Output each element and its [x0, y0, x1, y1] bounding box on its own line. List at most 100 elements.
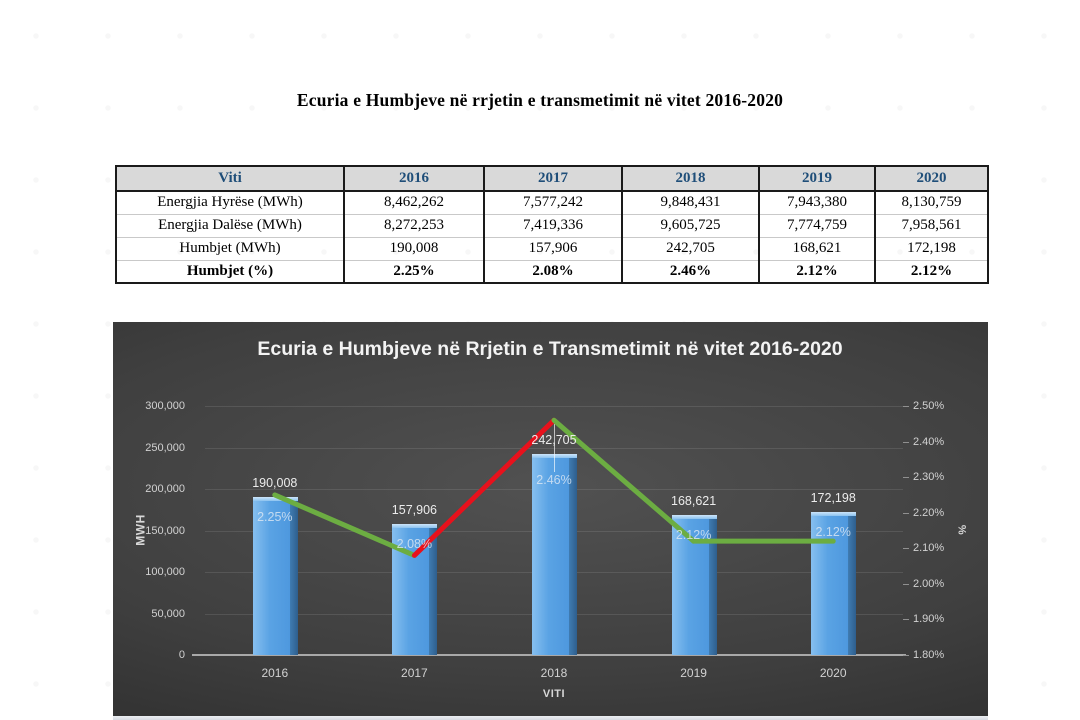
category-label: 2019: [680, 666, 707, 680]
row-label-cell: Humbjet (MWh): [115, 236, 345, 260]
year-header-cell: 2019: [758, 166, 876, 192]
value-cell: 9,848,431: [621, 191, 760, 214]
bar-2016: [252, 497, 298, 655]
line-value-label: 2.08%: [396, 536, 433, 551]
right-axis-ticks: 2.50% 2.40% 2.30% 2.20% 2.10% 2.00% 1.90% 1.80%: [913, 400, 983, 661]
table-row: Humbjet (MWh) 190,008 157,906 242,705 168,62…: [115, 236, 989, 260]
right-axis-title: %: [955, 524, 968, 536]
right-tick-label: 2.30%: [913, 471, 945, 484]
value-cell: 242,705: [621, 236, 760, 260]
value-cell: 2.12%: [874, 259, 989, 283]
bar-cap: [252, 497, 298, 502]
category-label: 2018: [540, 666, 568, 680]
value-cell: 172,198: [874, 236, 989, 260]
bar-face: [252, 497, 290, 655]
category-label: 2016: [261, 666, 289, 680]
value-cell: 8,462,262: [343, 191, 485, 214]
right-tick-mark: [903, 441, 909, 443]
bar-value-label: 190,008: [252, 476, 298, 491]
bar-value-label: 157,906: [391, 502, 437, 517]
right-tick-mark: [903, 548, 909, 550]
line-segment: [411, 417, 557, 558]
value-cell: 168,621: [758, 236, 876, 260]
viti-header-cell: Viti: [115, 166, 345, 192]
value-cell: 7,943,380: [758, 191, 876, 214]
left-tick-label: 250,000: [145, 441, 185, 454]
right-tick-mark: [903, 512, 909, 514]
page-title: Ecuria e Humbjeve në rrjetin e transmeti…: [296, 90, 784, 110]
bar-side: [848, 512, 857, 655]
bar-face: [532, 453, 569, 655]
chart-title: Ecuria e Humbjeve në Rrjetin e Transmeti…: [257, 338, 843, 360]
right-tick-mark: [903, 477, 909, 479]
line-value-label: 2.46%: [536, 472, 572, 487]
line-segment: [272, 492, 417, 558]
value-cell: 7,419,336: [483, 213, 623, 237]
value-cell: 2.46%: [621, 259, 760, 283]
line-segment: [551, 417, 697, 544]
right-tick-label: 2.50%: [913, 400, 945, 412]
right-tick-mark: [903, 655, 909, 656]
percent-line-series: [272, 417, 836, 558]
bar-value-label: 172,198: [810, 491, 856, 506]
year-header-cell: 2016: [343, 166, 485, 192]
category-label: 2020: [819, 666, 847, 680]
bar-cap: [811, 512, 857, 517]
right-tick-mark: [903, 583, 909, 585]
bar-cap: [671, 515, 717, 520]
year-header-cell: 2020: [874, 166, 989, 192]
line-value-label: 2.12%: [815, 525, 851, 540]
value-cell: 8,130,759: [874, 191, 989, 214]
right-tick-mark: [903, 406, 909, 407]
left-tick-label: 150,000: [145, 524, 185, 537]
year-header-cell: 2018: [621, 166, 760, 192]
row-label-cell: Energjia Hyrëse (MWh): [115, 191, 345, 214]
line-value-label: 2.12%: [675, 528, 712, 543]
value-cell: 9,605,725: [621, 213, 760, 237]
left-axis-ticks: 300,000 250,000 200,000 150,000 100,000 50,00…: [113, 400, 195, 661]
chart-bottom-edge: [113, 716, 988, 720]
line-value-label: 2.25%: [257, 510, 293, 525]
value-cell: 8,272,253: [343, 213, 485, 237]
right-tick-label: 2.40%: [913, 435, 945, 448]
value-cell: 190,008: [343, 236, 485, 260]
bar-face: [811, 512, 849, 655]
table-header-row: Viti 2016 2017 2018 2019 2020: [115, 166, 989, 192]
value-cell: 2.25%: [343, 259, 485, 283]
label-leader-line: [554, 424, 555, 472]
bar-cap: [392, 523, 438, 528]
value-cell: 2.12%: [758, 259, 876, 283]
bar-2018: [532, 453, 577, 655]
table-row: Energjia Dalëse (MWh) 8,272,253 7,419,336 9…: [115, 213, 989, 237]
right-tick-label: 1.80%: [913, 649, 945, 661]
category-label: 2017: [401, 666, 428, 680]
left-tick-label: 100,000: [145, 566, 185, 578]
table-row: Humbjet (%) 2.25% 2.08% 2.46% 2.12% 2.12%: [115, 259, 989, 283]
row-label-cell: Energjia Dalëse (MWh): [115, 213, 345, 237]
bar-side: [569, 453, 577, 655]
bar-value-label: 242,705: [531, 432, 577, 447]
left-tick-label: 200,000: [145, 483, 185, 495]
right-tick-label: 2.20%: [913, 506, 945, 519]
value-cell: 7,577,242: [483, 191, 623, 214]
table-row: Energjia Hyrëse (MWh) 8,462,262 7,577,242 9…: [115, 191, 989, 214]
right-tick-mark: [903, 619, 909, 621]
x-axis-line: [192, 654, 906, 656]
bar-2020: [811, 512, 857, 655]
row-label-cell: Humbjet (%): [115, 259, 345, 283]
x-axis-title: VITI: [542, 688, 566, 700]
value-cell: 7,774,759: [758, 213, 876, 237]
gridline: [205, 406, 903, 407]
bar-value-label: 168,621: [671, 494, 717, 509]
right-tick-label: 2.10%: [913, 542, 945, 555]
losses-chart: Ecuria e Humbjeve në Rrjetin e Transmeti…: [113, 322, 988, 716]
right-tick-label: 1.90%: [913, 613, 945, 626]
left-tick-label: 300,000: [145, 400, 185, 412]
left-tick-label: 0: [178, 649, 185, 661]
year-header-cell: 2017: [483, 166, 623, 192]
left-axis-title: MWH: [133, 514, 148, 546]
right-tick-label: 2.00%: [913, 577, 945, 590]
value-cell: 2.08%: [483, 259, 623, 283]
value-cell: 157,906: [483, 236, 623, 260]
